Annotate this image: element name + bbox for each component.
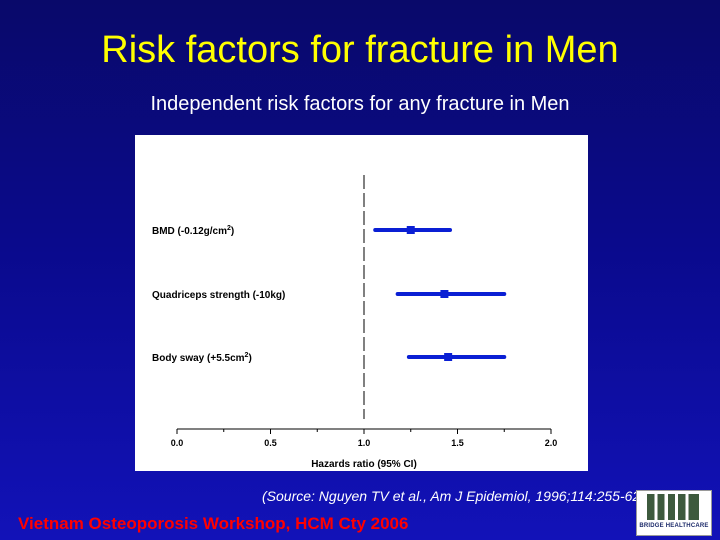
row-label: Body sway (+5.5cm2): [152, 352, 252, 364]
slide-subtitle: Independent risk factors for any fractur…: [150, 93, 570, 115]
workshop-footer: Vietnam Osteoporosis Workshop, HCM Cty 2…: [18, 514, 409, 533]
forest-plot: 0.0 0.5 1.0 1.5 2.0 Hazards ratio (95% CI) BMD…: [135, 135, 588, 471]
row-label-text: BMD (-0.12g/cm: [152, 226, 227, 237]
hazard-ratio-marker: [444, 353, 453, 361]
row-label: Quadriceps strength (-10kg): [152, 290, 285, 301]
bridge-healthcare-logo: BRIDGE HEALTHCARE: [636, 490, 712, 536]
row-label: BMD (-0.12g/cm2): [152, 225, 234, 237]
forest-plot-svg: 0.0 0.5 1.0 1.5 2.0 Hazards ratio (95% CI) BMD…: [152, 175, 558, 470]
row-label-tail: ): [248, 353, 251, 364]
x-axis-title: Hazards ratio (95% CI): [311, 459, 417, 470]
row-label-tail: ): [231, 226, 234, 237]
row-label-text: Body sway (+5.5cm: [152, 353, 245, 364]
x-tick-label: 1.5: [451, 438, 464, 448]
row-label-superscript: 2: [227, 225, 231, 232]
hazard-ratio-marker: [406, 226, 415, 234]
x-tick-label: 2.0: [545, 438, 558, 448]
source-citation: (Source: Nguyen TV et al., Am J Epidemio…: [262, 488, 645, 504]
x-tick-label: 0.0: [171, 438, 184, 448]
row-label-superscript: 2: [245, 352, 249, 359]
row-label-text: Quadriceps strength (-10kg): [152, 290, 285, 301]
hazard-ratio-marker: [440, 290, 449, 298]
logo-mark-icon: [647, 494, 699, 520]
logo-text: BRIDGE HEALTHCARE: [639, 523, 709, 529]
x-tick-label: 1.0: [358, 438, 371, 448]
x-tick-label: 0.5: [264, 438, 277, 448]
slide-title: Risk factors for fracture in Men: [101, 29, 619, 71]
